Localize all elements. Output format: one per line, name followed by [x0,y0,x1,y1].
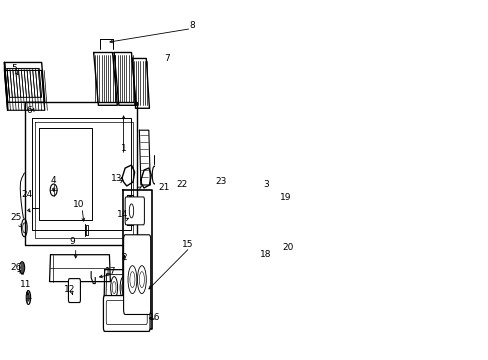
Text: 2: 2 [121,253,127,262]
Text: 26: 26 [10,263,21,272]
Text: 10: 10 [73,201,84,210]
Text: 5: 5 [11,64,17,73]
Polygon shape [25,102,137,245]
Text: 12: 12 [63,285,75,294]
Text: 14: 14 [117,210,128,219]
Polygon shape [4,62,45,102]
Text: 6: 6 [27,106,33,115]
Text: 8: 8 [189,21,195,30]
Polygon shape [4,62,8,110]
FancyBboxPatch shape [123,235,150,315]
Polygon shape [132,58,149,108]
Text: 25: 25 [10,213,21,222]
Text: 21: 21 [158,184,169,193]
FancyBboxPatch shape [125,197,144,225]
Text: 1: 1 [121,144,126,153]
Polygon shape [49,255,110,282]
FancyBboxPatch shape [103,296,150,332]
Text: 9: 9 [69,237,75,246]
Text: 19: 19 [280,193,291,202]
Polygon shape [139,130,150,185]
Text: 22: 22 [176,180,187,189]
Text: 4: 4 [51,176,56,185]
Text: 20: 20 [282,243,293,252]
Text: 11: 11 [20,280,31,289]
Polygon shape [94,53,117,105]
Text: 3: 3 [263,180,268,189]
Text: 15: 15 [181,240,193,249]
Text: 23: 23 [215,177,226,186]
Polygon shape [126,195,133,225]
Text: 18: 18 [260,250,271,259]
Polygon shape [114,53,136,105]
Polygon shape [104,270,146,305]
Text: 7: 7 [164,54,170,63]
Text: 24: 24 [21,190,32,199]
Text: 17: 17 [104,267,116,276]
FancyBboxPatch shape [68,279,80,302]
Text: 13: 13 [111,174,122,183]
Text: 16: 16 [148,313,160,322]
